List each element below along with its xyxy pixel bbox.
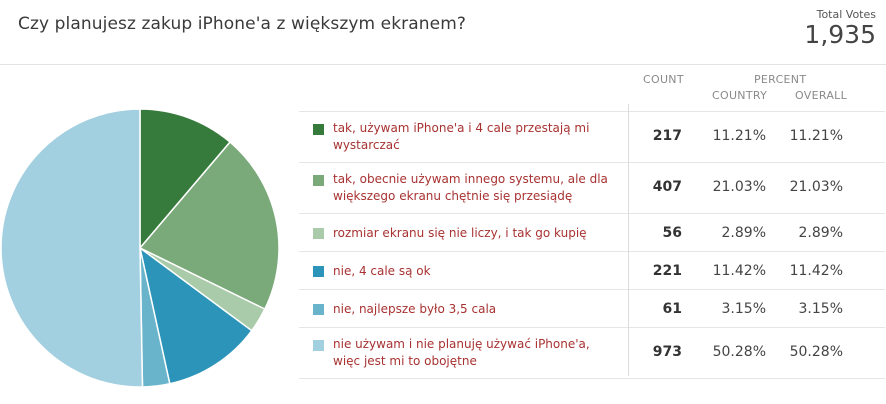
answer-count: 973 bbox=[652, 344, 682, 360]
percent-country: 2.89% bbox=[721, 225, 766, 241]
answer-count: 217 bbox=[652, 128, 682, 144]
pie-slice[interactable] bbox=[138, 246, 253, 385]
column-divider bbox=[628, 104, 629, 376]
table-row: tak, używam iPhone'a i 4 cale przestają … bbox=[299, 112, 885, 163]
pie-slice[interactable] bbox=[138, 141, 280, 311]
percent-header: PERCENT bbox=[754, 73, 807, 86]
legend-swatch bbox=[313, 340, 324, 351]
percent-overall: 2.89% bbox=[798, 225, 843, 241]
percent-overall: 11.21% bbox=[789, 128, 843, 144]
table-row: nie używam i nie planuję używać iPhone'a… bbox=[299, 328, 885, 379]
answer-label: rozmiar ekranu się nie liczy, i tak go k… bbox=[333, 226, 587, 240]
legend-swatch bbox=[313, 175, 324, 186]
answer-label: nie używam i nie planuję używać iPhone'a… bbox=[333, 337, 590, 368]
percent-country: 21.03% bbox=[712, 179, 766, 195]
answer-count: 56 bbox=[662, 225, 682, 241]
answer-count: 407 bbox=[652, 179, 682, 195]
count-header: COUNT bbox=[643, 73, 684, 86]
percent-country: 3.15% bbox=[721, 301, 766, 317]
percent-country: 11.42% bbox=[712, 263, 766, 279]
answer-label: tak, obecnie używam innego systemu, ale … bbox=[333, 172, 608, 203]
poll-question: Czy planujesz zakup iPhone'a z większym … bbox=[18, 14, 467, 34]
total-votes-label: Total Votes bbox=[816, 8, 876, 21]
legend-swatch bbox=[313, 124, 324, 135]
overall-header: OVERALL bbox=[795, 89, 848, 102]
legend-swatch bbox=[313, 304, 324, 315]
percent-country: 11.21% bbox=[712, 128, 766, 144]
percent-overall: 21.03% bbox=[789, 179, 843, 195]
pie-slice[interactable] bbox=[139, 108, 232, 251]
percent-country: 50.28% bbox=[712, 344, 766, 360]
percent-overall: 11.42% bbox=[789, 263, 843, 279]
table-row: nie, najlepsze było 3,5 cala 61 3.15% 3.15% bbox=[299, 290, 885, 328]
answer-label: nie, najlepsze było 3,5 cala bbox=[333, 302, 497, 316]
results-table: tak, używam iPhone'a i 4 cale przestają … bbox=[299, 111, 885, 379]
table-row: nie, 4 cale są ok 221 11.42% 11.42% bbox=[299, 252, 885, 290]
percent-overall: 50.28% bbox=[789, 344, 843, 360]
table-row: rozmiar ekranu się nie liczy, i tak go k… bbox=[299, 214, 885, 252]
answer-count: 221 bbox=[652, 263, 682, 279]
answer-count: 61 bbox=[662, 301, 682, 317]
total-votes-count: 1,935 bbox=[804, 20, 876, 49]
pie-slice[interactable] bbox=[0, 108, 144, 388]
pie-chart bbox=[0, 108, 280, 388]
table-row: tak, obecnie używam innego systemu, ale … bbox=[299, 163, 885, 214]
legend-swatch bbox=[313, 228, 324, 239]
country-header: COUNTRY bbox=[712, 89, 768, 102]
header-divider bbox=[0, 64, 886, 65]
total-votes: Total Votes 1,935 bbox=[804, 8, 876, 49]
answer-label: tak, używam iPhone'a i 4 cale przestają … bbox=[333, 121, 590, 152]
percent-overall: 3.15% bbox=[798, 301, 843, 317]
answer-label: nie, 4 cale są ok bbox=[333, 264, 431, 278]
legend-swatch bbox=[313, 266, 324, 277]
